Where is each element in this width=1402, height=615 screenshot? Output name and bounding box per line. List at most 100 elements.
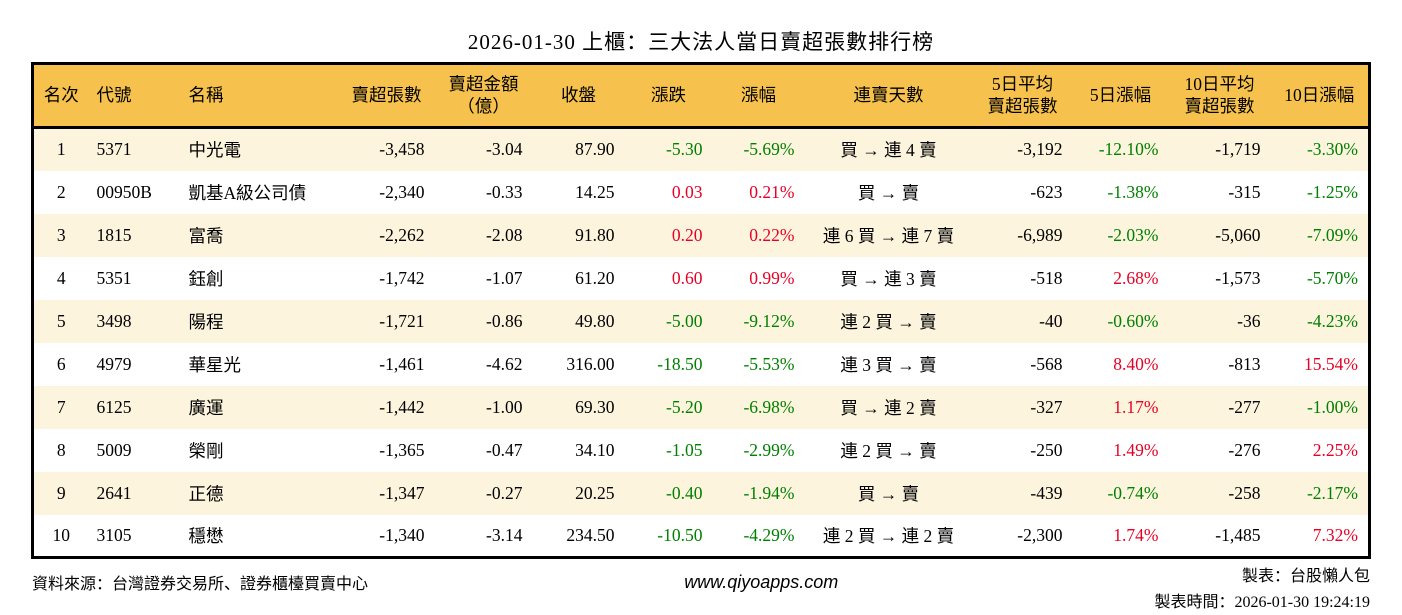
cell-change: -1.05 [666,439,703,460]
cell-avg10: -258 [1228,482,1261,503]
col-header-rank: 名次 [32,63,89,129]
table-row: 9 2641 正德 -1,347 -0.27 20.25 -0.40 -1.94… [32,471,1370,515]
cell-close: 316.00 [566,353,615,374]
cell-streak: 買 → 賣 [857,483,920,504]
cell-change: -5.20 [666,396,703,417]
cell-streak: 買 → 賣 [857,182,920,203]
cell-close: 234.50 [566,524,615,545]
cell-rank: 10 [52,524,71,545]
cell-change-pct: -4.29% [743,524,795,545]
cell-code: 1815 [96,224,132,245]
cell-pct10: -4.23% [1306,310,1358,331]
cell-streak: 買 → 連 3 賣 [840,268,937,289]
cell-pct10: -5.70% [1306,267,1358,288]
cell-net-sell: -1,461 [379,353,425,374]
cell-change: -0.40 [666,482,703,503]
cell-code: 4979 [96,353,132,374]
website: www.qiyoapps.com [684,572,839,592]
cell-avg5: -568 [1030,353,1063,374]
cell-amount: -0.27 [486,482,523,503]
cell-change: -5.30 [666,139,703,160]
cell-avg10: -1,485 [1215,524,1261,545]
cell-streak: 買 → 連 4 賣 [840,140,937,161]
cell-name: 穩懋 [188,525,224,546]
cell-close: 61.20 [575,267,615,288]
cell-pct10: 15.54% [1304,353,1358,374]
cell-name: 凱基A級公司債 [188,182,307,203]
cell-name: 廣運 [188,397,224,418]
cell-avg10: -5,060 [1215,224,1261,245]
col-header-change: 漲跌 [624,63,713,129]
cell-pct5: 1.17% [1113,396,1159,417]
cell-close: 87.90 [575,139,615,160]
cell-change-pct: -6.98% [743,396,795,417]
cell-rank: 4 [56,267,66,288]
cell-change: 0.03 [671,181,703,202]
cell-amount: -1.07 [486,267,523,288]
cell-pct5: 1.74% [1113,524,1159,545]
cell-pct5: -0.74% [1107,482,1159,503]
cell-pct5: 1.49% [1113,439,1159,460]
cell-net-sell: -1,442 [379,396,425,417]
cell-pct10: -7.09% [1306,224,1358,245]
col-header-code: 代號 [88,63,181,129]
cell-amount: -3.04 [486,139,523,160]
cell-streak: 連 2 買 → 賣 [840,440,937,461]
footer: 資料來源：台灣證券交易所、證券櫃檯買賣中心 www.qiyoapps.com 製… [0,559,1402,615]
cell-streak: 連 2 買 → 賣 [840,311,937,332]
cell-change-pct: 0.21% [749,181,795,202]
cell-net-sell: -1,340 [379,524,425,545]
cell-streak: 買 → 連 2 賣 [840,397,937,418]
col-header-avg10: 10日平均 賣超張數 [1168,63,1271,129]
table-row: 10 3105 穩懋 -1,340 -3.14 234.50 -10.50 -4… [32,514,1370,558]
cell-close: 14.25 [575,181,615,202]
cell-avg5: -439 [1030,482,1063,503]
cell-streak: 連 6 買 → 連 7 賣 [822,225,955,246]
cell-close: 34.10 [575,439,615,460]
cell-name: 富喬 [188,225,224,246]
col-header-close: 收盤 [532,63,625,129]
cell-amount: -4.62 [486,353,523,374]
table-row: 3 1815 富喬 -2,262 -2.08 91.80 0.20 0.22% … [32,213,1370,257]
cell-avg5: -6,989 [1017,224,1063,245]
generated-time: 製表時間：2026-01-30 19:24:19 [1154,593,1370,611]
col-header-amount: 賣超金額 （億） [434,63,533,129]
cell-close: 69.30 [575,396,615,417]
cell-code: 5351 [96,267,132,288]
col-header-pct5: 5日漲幅 [1072,63,1169,129]
cell-pct10: -1.25% [1306,181,1358,202]
cell-avg5: -250 [1030,439,1063,460]
cell-avg10: -813 [1228,353,1261,374]
table-row: 4 5351 鈺創 -1,742 -1.07 61.20 0.60 0.99% … [32,256,1370,300]
cell-code: 2641 [96,482,132,503]
col-header-pct10: 10日漲幅 [1270,63,1370,129]
cell-name: 鈺創 [188,268,224,289]
ranking-table: 名次 代號 名稱 賣超張數 賣超金額 （億） 收盤 漲跌 漲幅 連賣天數 5日平… [31,62,1371,559]
cell-code: 3498 [96,310,132,331]
cell-streak: 連 2 買 → 連 2 賣 [822,525,955,546]
table-row: 7 6125 廣運 -1,442 -1.00 69.30 -5.20 -6.98… [32,385,1370,429]
cell-avg5: -2,300 [1017,524,1063,545]
cell-change: 0.60 [671,267,703,288]
cell-pct10: -1.00% [1306,396,1358,417]
cell-net-sell: -2,340 [379,181,425,202]
cell-amount: -3.14 [486,524,523,545]
table-body: 1 5371 中光電 -3,458 -3.04 87.90 -5.30 -5.6… [32,127,1370,558]
cell-rank: 9 [56,482,66,503]
cell-rank: 3 [56,224,66,245]
cell-avg10: -1,573 [1215,267,1261,288]
author-credit: 製表：台股懶人包 [1241,568,1370,585]
cell-code: 5371 [96,139,132,160]
table-row: 2 00950B 凱基A級公司債 -2,340 -0.33 14.25 0.03… [32,170,1370,214]
cell-change-pct: -5.69% [743,139,795,160]
cell-code: 3105 [96,524,132,545]
cell-pct10: 2.25% [1312,439,1358,460]
cell-pct5: 2.68% [1113,267,1159,288]
cell-net-sell: -3,458 [379,139,425,160]
cell-avg10: -315 [1228,181,1261,202]
cell-rank: 2 [56,181,66,202]
cell-rank: 5 [56,310,66,331]
header-row: 名次 代號 名稱 賣超張數 賣超金額 （億） 收盤 漲跌 漲幅 連賣天數 5日平… [32,63,1370,129]
cell-change-pct: 0.22% [749,224,795,245]
table-row: 1 5371 中光電 -3,458 -3.04 87.90 -5.30 -5.6… [32,127,1370,171]
